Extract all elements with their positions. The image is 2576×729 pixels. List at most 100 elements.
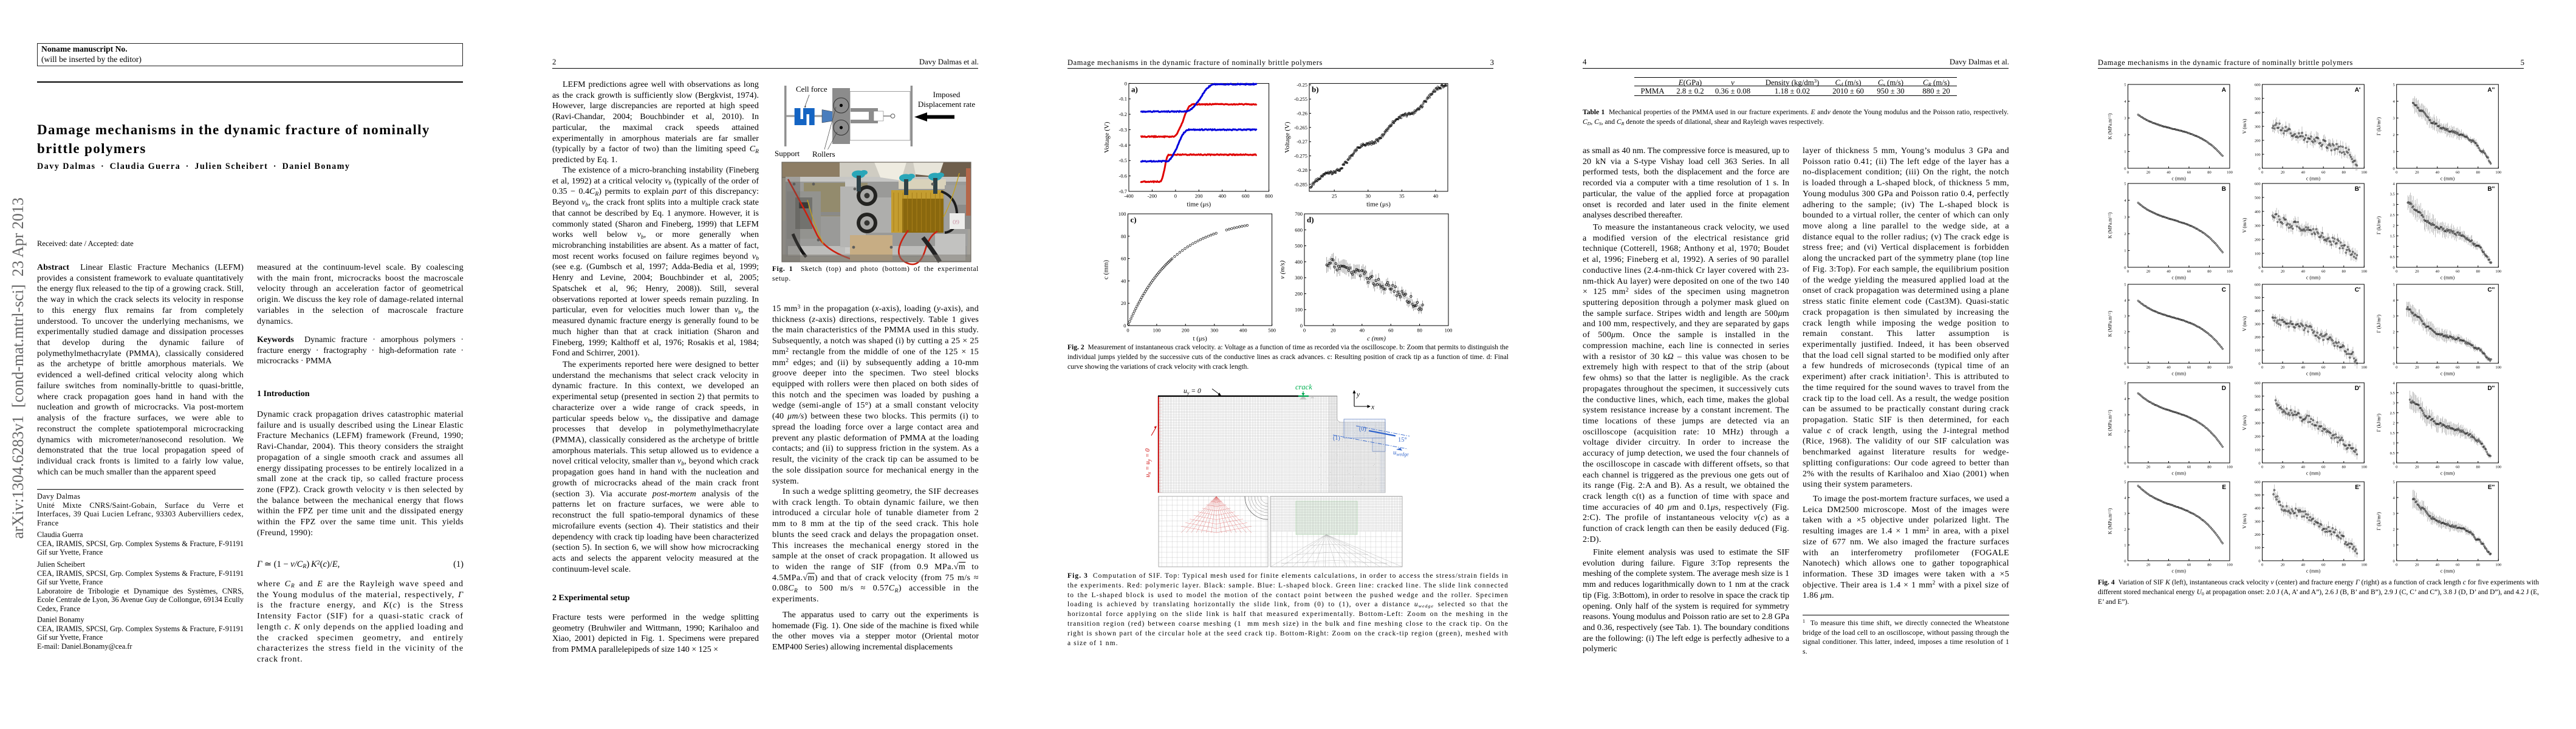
svg-text:c (mm): c (mm)	[2441, 371, 2455, 377]
svg-text:80: 80	[2207, 563, 2211, 567]
svg-text:1: 1	[2393, 245, 2394, 249]
svg-text:3: 3	[2124, 413, 2126, 417]
svg-text:0: 0	[2393, 461, 2394, 465]
svg-text:100: 100	[2361, 465, 2367, 470]
svg-text:100: 100	[2227, 465, 2233, 470]
svg-text:60: 60	[1388, 327, 1394, 334]
svg-text:a): a)	[1131, 84, 1138, 94]
svg-text:2: 2	[2124, 430, 2126, 434]
svg-text:80: 80	[2207, 270, 2211, 274]
svg-text:Γ (kJ/m2): Γ (kJ/m2)	[2376, 315, 2382, 333]
svg-text:c (mm): c (mm)	[2172, 275, 2187, 281]
svg-text:100: 100	[2227, 366, 2233, 370]
svg-text:Cell force: Cell force	[796, 84, 827, 94]
svg-text:40: 40	[2301, 270, 2305, 274]
svg-text:40: 40	[2435, 465, 2439, 470]
svg-text:c): c)	[1131, 215, 1137, 224]
svg-text:V (m/s): V (m/s)	[2242, 118, 2247, 134]
svg-text:600: 600	[2255, 182, 2261, 186]
svg-text:40: 40	[2435, 171, 2439, 175]
svg-text:20: 20	[2281, 563, 2285, 567]
svg-text:-0.1: -0.1	[1119, 96, 1127, 102]
svg-text:600: 600	[2255, 83, 2261, 87]
svg-text:3: 3	[2393, 117, 2394, 121]
svg-text:-200: -200	[1148, 193, 1157, 199]
svg-text:3: 3	[2393, 512, 2394, 516]
svg-text:40: 40	[2167, 366, 2171, 370]
svg-text:0: 0	[2261, 465, 2263, 470]
svg-text:3.5: 3.5	[2390, 391, 2395, 395]
svg-text:time (μs): time (μs)	[1366, 201, 1391, 208]
svg-text:80: 80	[2476, 465, 2481, 470]
svg-text:100: 100	[1295, 307, 1303, 313]
svg-text:1: 1	[2124, 543, 2126, 547]
svg-text:100: 100	[2361, 270, 2367, 274]
svg-text:80: 80	[2342, 270, 2346, 274]
svg-text:100: 100	[1445, 327, 1453, 334]
svg-text:K (MPa.m1/2): K (MPa.m1/2)	[2108, 409, 2113, 436]
svg-text:100: 100	[2361, 366, 2367, 370]
svg-text:100: 100	[2361, 563, 2367, 567]
svg-text:80: 80	[1121, 233, 1126, 239]
svg-text:x: x	[1371, 404, 1375, 411]
svg-text:60: 60	[2187, 465, 2191, 470]
svg-text:3: 3	[2124, 216, 2126, 220]
svg-text:40: 40	[1121, 278, 1126, 284]
svg-text:15°: 15°	[1398, 437, 1407, 443]
svg-text:4: 4	[2393, 298, 2395, 303]
svg-text:0: 0	[2261, 270, 2263, 274]
svg-text:60: 60	[2321, 171, 2326, 175]
svg-text:300: 300	[2255, 421, 2261, 425]
svg-text:2: 2	[2124, 232, 2126, 236]
svg-text:C': C'	[2355, 287, 2361, 293]
svg-text:3: 3	[2393, 401, 2394, 405]
svg-text:100: 100	[2255, 546, 2261, 550]
svg-text:2: 2	[2393, 330, 2394, 334]
svg-text:0: 0	[1125, 80, 1127, 86]
svg-text:0: 0	[2127, 171, 2129, 175]
svg-text:100: 100	[2255, 448, 2261, 452]
svg-text:0: 0	[2127, 366, 2129, 370]
svg-text:1: 1	[2124, 346, 2126, 350]
svg-text:5: 5	[2124, 282, 2126, 287]
svg-text:60: 60	[2187, 366, 2191, 370]
svg-text:0: 0	[1300, 323, 1303, 329]
svg-text:c (mm): c (mm)	[2441, 471, 2455, 476]
svg-text:0: 0	[2396, 563, 2397, 567]
svg-text:800: 800	[1265, 193, 1273, 199]
svg-text:80: 80	[2476, 563, 2481, 567]
svg-text:5: 5	[2393, 83, 2394, 87]
svg-text:60: 60	[2321, 563, 2326, 567]
svg-text:2: 2	[2393, 133, 2394, 137]
svg-text:0: 0	[1123, 323, 1126, 329]
svg-text:5: 5	[2393, 480, 2394, 484]
svg-text:500: 500	[1295, 243, 1303, 249]
svg-text:1.5: 1.5	[2390, 234, 2395, 239]
svg-text:4: 4	[2124, 397, 2126, 402]
svg-text:100: 100	[2227, 563, 2233, 567]
svg-text:60: 60	[2321, 270, 2326, 274]
svg-text:0: 0	[1174, 193, 1177, 199]
svg-text:40: 40	[2167, 563, 2171, 567]
svg-text:80: 80	[2207, 366, 2211, 370]
svg-text:-0.3: -0.3	[1119, 127, 1127, 133]
svg-text:Support: Support	[775, 149, 800, 158]
svg-text:(0): (0)	[1359, 426, 1366, 433]
svg-text:K (MPa.m1/2): K (MPa.m1/2)	[2108, 113, 2113, 139]
svg-text:c (mm): c (mm)	[1367, 335, 1386, 343]
svg-text:40: 40	[2435, 270, 2439, 274]
svg-text:200: 200	[1182, 327, 1190, 334]
svg-text:3: 3	[2393, 203, 2394, 207]
svg-text:60: 60	[2187, 171, 2191, 175]
svg-text:300: 300	[1295, 275, 1303, 281]
svg-text:c (mm): c (mm)	[2172, 569, 2187, 574]
svg-text:60: 60	[1121, 256, 1126, 262]
svg-text:uwedge: uwedge	[1393, 450, 1409, 457]
svg-text:0.5: 0.5	[2390, 451, 2395, 456]
svg-text:1: 1	[2393, 346, 2394, 350]
svg-text:0: 0	[2393, 361, 2394, 366]
svg-text:K (MPa.m1/2): K (MPa.m1/2)	[2108, 212, 2113, 238]
svg-text:B'': B''	[2487, 186, 2495, 193]
svg-text:-400: -400	[1124, 193, 1134, 199]
svg-text:-0.7: -0.7	[1119, 188, 1127, 194]
